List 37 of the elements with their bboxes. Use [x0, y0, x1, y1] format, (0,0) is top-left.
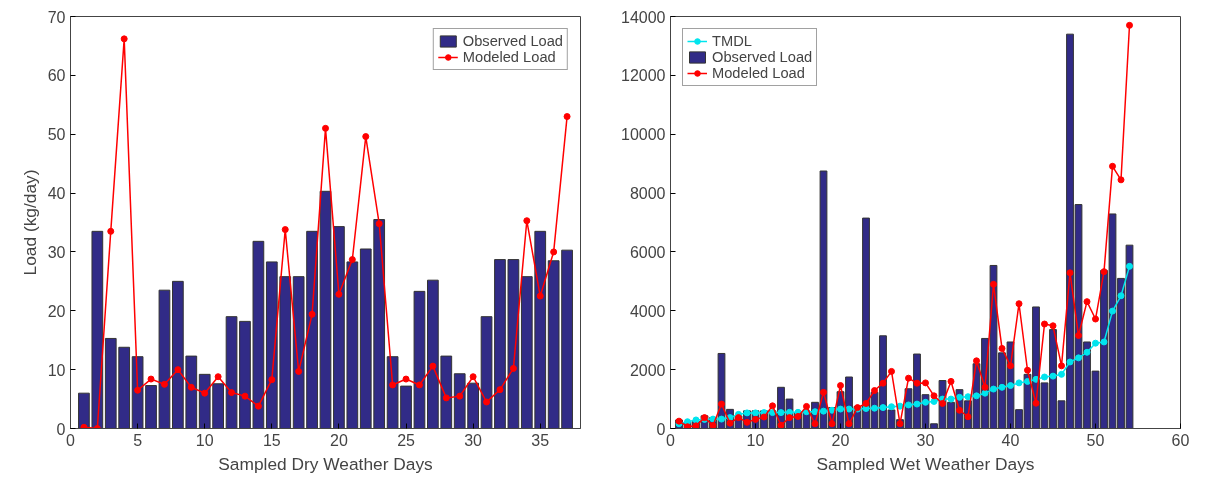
x-tick-label: 30 [464, 431, 483, 449]
legend-label: Modeled Load [712, 65, 805, 81]
legend-label: Modeled Load [462, 49, 556, 65]
legend-label: Observed Load [462, 33, 563, 49]
y-tick-label: 10000 [621, 126, 666, 144]
y-tick-label: 70 [47, 8, 66, 26]
y-tick-label: 12000 [621, 67, 666, 85]
x-tick-label: 60 [1171, 431, 1190, 449]
y-tick-label: 20 [47, 302, 66, 320]
x-axis-title: Sampled Wet Weather Days [816, 453, 1035, 474]
x-axis-title: Sampled Dry Weather Days [218, 453, 434, 474]
x-tick-label: 50 [1086, 431, 1105, 449]
x-tick-label: 5 [133, 431, 143, 449]
x-tick-label: 10 [746, 431, 765, 449]
y-tick-label: 60 [47, 67, 66, 85]
y-tick-label: 0 [56, 420, 66, 438]
x-tick-label: 30 [916, 431, 935, 449]
x-tick-label: 10 [195, 431, 214, 449]
y-axis-title: Load (kg/day) [19, 169, 40, 276]
y-tick-label: 40 [47, 185, 66, 203]
x-tick-label: 15 [262, 431, 281, 449]
x-tick-label: 20 [330, 431, 348, 449]
x-tick-label: 40 [1001, 431, 1020, 449]
y-tick-label: 50 [47, 126, 66, 144]
y-tick-label: 10 [47, 361, 66, 379]
y-tick-label: 4000 [629, 302, 666, 320]
y-tick-label: 8000 [629, 185, 666, 203]
y-tick-label: 6000 [629, 243, 666, 261]
legend-label: TMDL [712, 33, 752, 49]
y-tick-label: 14000 [621, 8, 666, 26]
x-tick-label: 25 [397, 431, 416, 449]
y-tick-label: 30 [47, 243, 66, 261]
y-tick-label: 2000 [629, 361, 666, 379]
x-tick-label: 35 [531, 431, 550, 449]
y-tick-label: 0 [656, 420, 666, 438]
legend-label: Observed Load [712, 49, 813, 65]
x-tick-label: 20 [831, 431, 850, 449]
